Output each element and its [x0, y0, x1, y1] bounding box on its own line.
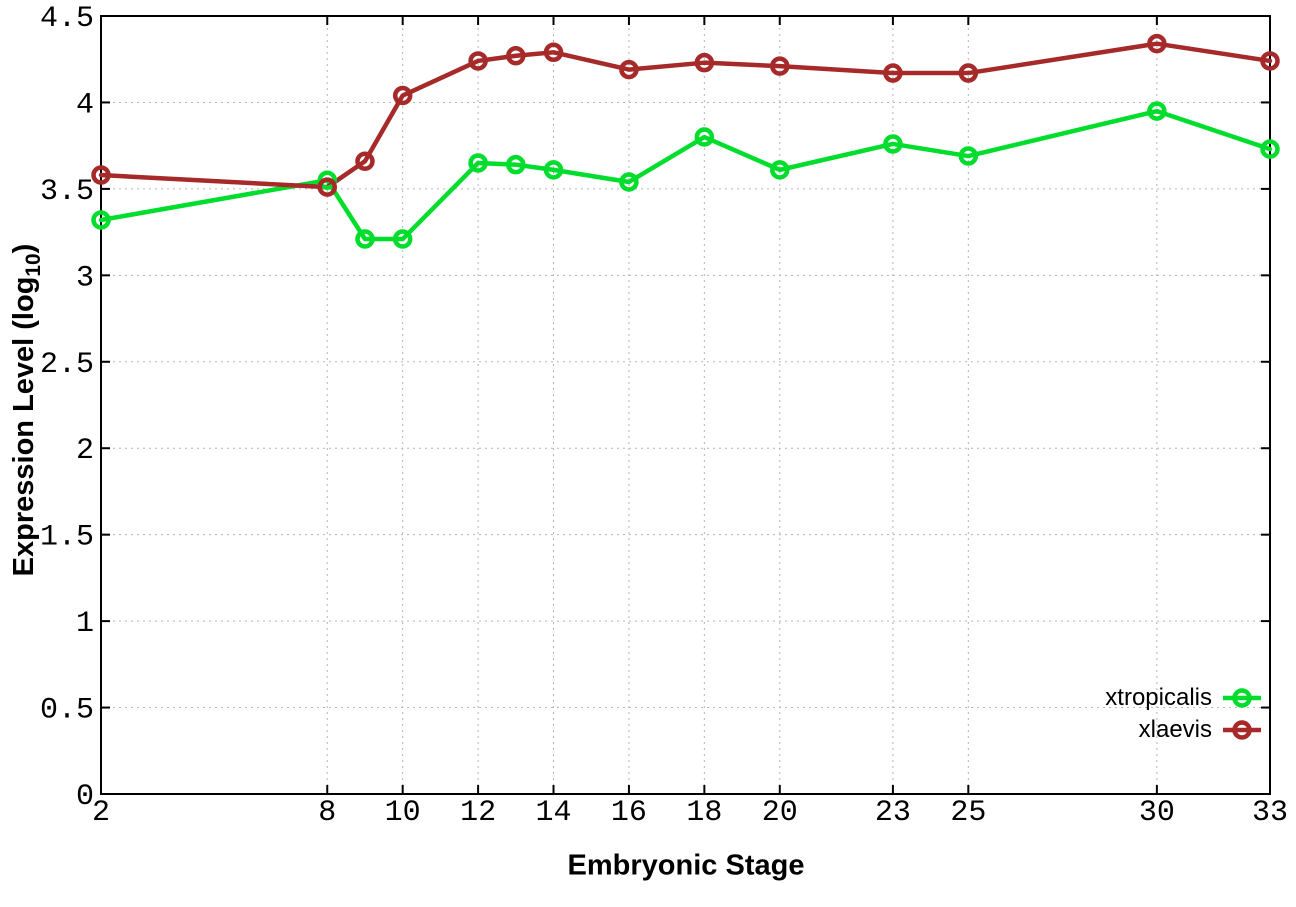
data-point-xtropicalis	[694, 127, 715, 147]
data-point-xtropicalis	[506, 154, 526, 175]
data-point-xtropicalis	[91, 210, 111, 230]
series-line-xtropicalis	[98, 108, 1273, 242]
data-point-xtropicalis	[543, 160, 564, 180]
data-point-xtropicalis	[468, 153, 488, 173]
legend-item-xlaevis: xlaevis	[1105, 715, 1262, 745]
legend-marker-xtropicalis-icon	[1223, 688, 1261, 708]
data-point-xlaevis	[91, 165, 111, 185]
legend-label: xtropicalis	[1105, 684, 1212, 711]
y-tick-label: 3.5	[40, 175, 94, 209]
y-tick-label: 1.5	[40, 521, 94, 555]
series-line-xlaevis	[98, 41, 1273, 190]
data-point-xlaevis	[694, 52, 715, 73]
plot-border	[100, 15, 1271, 795]
y-tick-label: 4.5	[40, 2, 94, 36]
data-point-xlaevis	[619, 59, 639, 80]
x-tick-label: 14	[536, 796, 572, 830]
x-tick-label: 12	[460, 796, 496, 830]
y-axis-title-subscript: 10	[21, 253, 45, 277]
x-tick-label: 25	[950, 796, 986, 830]
data-point-xtropicalis	[883, 134, 903, 154]
y-tick-label: 2	[76, 434, 94, 468]
data-point-xtropicalis	[317, 170, 338, 190]
data-point-xlaevis	[506, 46, 526, 66]
x-axis-title: Embryonic Stage	[567, 849, 805, 882]
y-axis-title-close: )	[8, 243, 41, 254]
x-tick-label: 33	[1252, 796, 1288, 830]
x-tick-label: 30	[1139, 796, 1175, 830]
x-tick-label: 10	[385, 796, 421, 830]
data-point-xlaevis	[355, 151, 375, 171]
data-point-xlaevis	[883, 63, 903, 83]
legend-marker-xlaevis-icon	[1223, 720, 1261, 740]
data-point-xtropicalis	[619, 172, 639, 192]
legend-label: xlaevis	[1138, 716, 1212, 743]
x-tick-label: 18	[686, 796, 722, 830]
legend: xtropicalis xlaevis	[1105, 683, 1262, 745]
y-tick-label: 1	[76, 607, 94, 641]
data-point-xlaevis	[543, 42, 564, 63]
y-axis-title-text: Expression Level (log	[8, 276, 41, 577]
y-tick-label: 0.5	[40, 694, 94, 728]
data-point-xtropicalis	[770, 160, 790, 180]
data-point-xlaevis	[392, 85, 413, 106]
y-tick-label: 2.5	[40, 348, 94, 382]
x-tick-label: 16	[611, 796, 647, 830]
data-point-xtropicalis	[355, 229, 375, 249]
data-point-xlaevis	[317, 177, 338, 197]
y-axis-title: Expression Level (log10)	[8, 244, 46, 577]
x-tick-label: 20	[762, 796, 798, 830]
data-point-xlaevis	[1147, 33, 1167, 54]
data-point-xtropicalis	[392, 229, 413, 249]
x-tick-label: 8	[318, 796, 336, 830]
x-tick-label: 23	[875, 796, 911, 830]
data-point-xlaevis	[1260, 51, 1280, 71]
data-point-xtropicalis	[1260, 139, 1280, 159]
x-tick-label: 2	[92, 796, 110, 830]
y-tick-label: 0	[76, 780, 94, 814]
data-point-xlaevis	[770, 56, 790, 76]
y-tick-label: 3	[76, 261, 94, 295]
data-point-xtropicalis	[1147, 101, 1167, 121]
data-point-xtropicalis	[958, 146, 979, 166]
data-point-xlaevis	[958, 63, 979, 83]
y-tick-label: 4	[76, 88, 94, 122]
legend-item-xtropicalis: xtropicalis	[1105, 683, 1262, 713]
data-point-xlaevis	[468, 51, 488, 71]
